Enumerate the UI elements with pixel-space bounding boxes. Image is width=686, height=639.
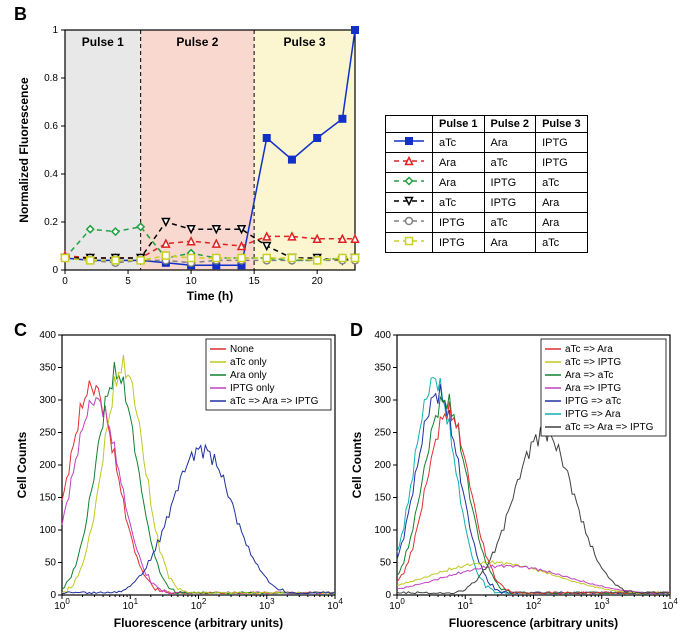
panel-d-chart: 0 50 100 150 200 250 300 350 400 100 101 102 103 104 F…	[345, 325, 680, 635]
svg-text:0.4: 0.4	[44, 169, 58, 180]
svg-text:None: None	[230, 344, 254, 355]
svg-text:101: 101	[457, 597, 473, 612]
table-cell: IPTG	[484, 173, 536, 193]
table-cell: aTc	[433, 133, 485, 153]
legend-marker	[392, 135, 426, 147]
svg-text:400: 400	[39, 330, 56, 341]
panel-c-chart: 0 50 100 150 200 250 300 350 400 100 101 102 103 104 F…	[10, 325, 345, 635]
svg-text:0.8: 0.8	[44, 73, 58, 84]
svg-text:15: 15	[249, 276, 261, 287]
svg-text:Time (h): Time (h)	[187, 289, 233, 303]
legend-marker	[392, 155, 426, 167]
svg-text:0: 0	[50, 590, 56, 601]
panel-b-chart: Pulse 1 Pulse 2 Pulse 3 0 5 10 15 20 0 0.2 0.4 0.6 0…	[10, 10, 370, 310]
legend-marker	[392, 235, 426, 247]
svg-text:IPTG => Ara: IPTG => Ara	[565, 409, 621, 420]
svg-text:IPTG only: IPTG only	[230, 383, 274, 394]
svg-text:50: 50	[45, 558, 57, 569]
table-cell: Ara	[484, 233, 536, 253]
svg-text:0.2: 0.2	[44, 217, 58, 228]
svg-text:Pulse 3: Pulse 3	[284, 35, 326, 49]
svg-text:0: 0	[52, 265, 58, 276]
svg-text:Fluorescence (arbitrary units): Fluorescence (arbitrary units)	[114, 616, 283, 630]
table-cell: Ara	[433, 173, 485, 193]
svg-text:aTc => Ara: aTc => Ara	[565, 344, 613, 355]
svg-text:300: 300	[39, 395, 56, 406]
svg-text:104: 104	[662, 597, 678, 612]
svg-text:Pulse 2: Pulse 2	[176, 35, 218, 49]
svg-text:350: 350	[39, 363, 56, 374]
svg-text:350: 350	[374, 363, 391, 374]
table-cell: Ara	[536, 213, 588, 233]
table-cell: aTc	[484, 153, 536, 173]
svg-text:Ara => aTc: Ara => aTc	[565, 370, 613, 381]
svg-text:10: 10	[186, 276, 198, 287]
table-cell: IPTG	[536, 153, 588, 173]
svg-text:300: 300	[374, 395, 391, 406]
svg-text:103: 103	[259, 597, 275, 612]
table-cell: aTc	[536, 173, 588, 193]
svg-text:150: 150	[374, 493, 391, 504]
svg-text:104: 104	[327, 597, 343, 612]
svg-text:aTc only: aTc only	[230, 357, 267, 368]
table-cell: IPTG	[536, 133, 588, 153]
svg-text:Cell Counts: Cell Counts	[15, 431, 29, 498]
svg-text:aTc => Ara => IPTG: aTc => Ara => IPTG	[230, 396, 319, 407]
svg-text:0: 0	[62, 276, 68, 287]
svg-text:100: 100	[389, 597, 405, 612]
svg-text:102: 102	[526, 597, 542, 612]
table-cell: IPTG	[433, 213, 485, 233]
svg-text:1: 1	[52, 25, 58, 36]
svg-text:20: 20	[312, 276, 324, 287]
table-cell: IPTG	[484, 193, 536, 213]
svg-text:250: 250	[39, 428, 56, 439]
svg-text:102: 102	[191, 597, 207, 612]
table-cell: aTc	[433, 193, 485, 213]
table-cell: aTc	[536, 233, 588, 253]
svg-text:Fluorescence (arbitrary units): Fluorescence (arbitrary units)	[449, 616, 618, 630]
svg-text:250: 250	[374, 428, 391, 439]
table-cell: aTc	[484, 213, 536, 233]
svg-text:200: 200	[374, 460, 391, 471]
svg-text:Ara => IPTG: Ara => IPTG	[565, 383, 621, 394]
svg-text:0: 0	[385, 590, 391, 601]
panel-b-legend-table: Pulse 1Pulse 2Pulse 3aTcAraIPTGAraaTcIPT…	[385, 115, 588, 253]
svg-text:101: 101	[122, 597, 138, 612]
svg-text:200: 200	[39, 460, 56, 471]
svg-text:100: 100	[374, 525, 391, 536]
legend-marker	[392, 215, 426, 227]
svg-text:100: 100	[39, 525, 56, 536]
table-cell: Ara	[433, 153, 485, 173]
svg-text:Cell Counts: Cell Counts	[350, 431, 364, 498]
svg-text:Ara only: Ara only	[230, 370, 267, 381]
svg-text:Normalized Fluorescence: Normalized Fluorescence	[17, 77, 31, 223]
svg-text:150: 150	[39, 493, 56, 504]
legend-marker	[392, 195, 426, 207]
svg-text:103: 103	[594, 597, 610, 612]
table-cell: Ara	[536, 193, 588, 213]
svg-text:5: 5	[125, 276, 131, 287]
legend-marker	[392, 175, 426, 187]
svg-text:50: 50	[380, 558, 392, 569]
svg-text:aTc => Ara => IPTG: aTc => Ara => IPTG	[565, 422, 654, 433]
svg-text:400: 400	[374, 330, 391, 341]
svg-text:IPTG => aTc: IPTG => aTc	[565, 396, 621, 407]
svg-text:Pulse 1: Pulse 1	[82, 35, 124, 49]
table-cell: IPTG	[433, 233, 485, 253]
table-cell: Ara	[484, 133, 536, 153]
svg-text:0.6: 0.6	[44, 121, 58, 132]
svg-text:100: 100	[54, 597, 70, 612]
svg-text:aTc => IPTG: aTc => IPTG	[565, 357, 621, 368]
